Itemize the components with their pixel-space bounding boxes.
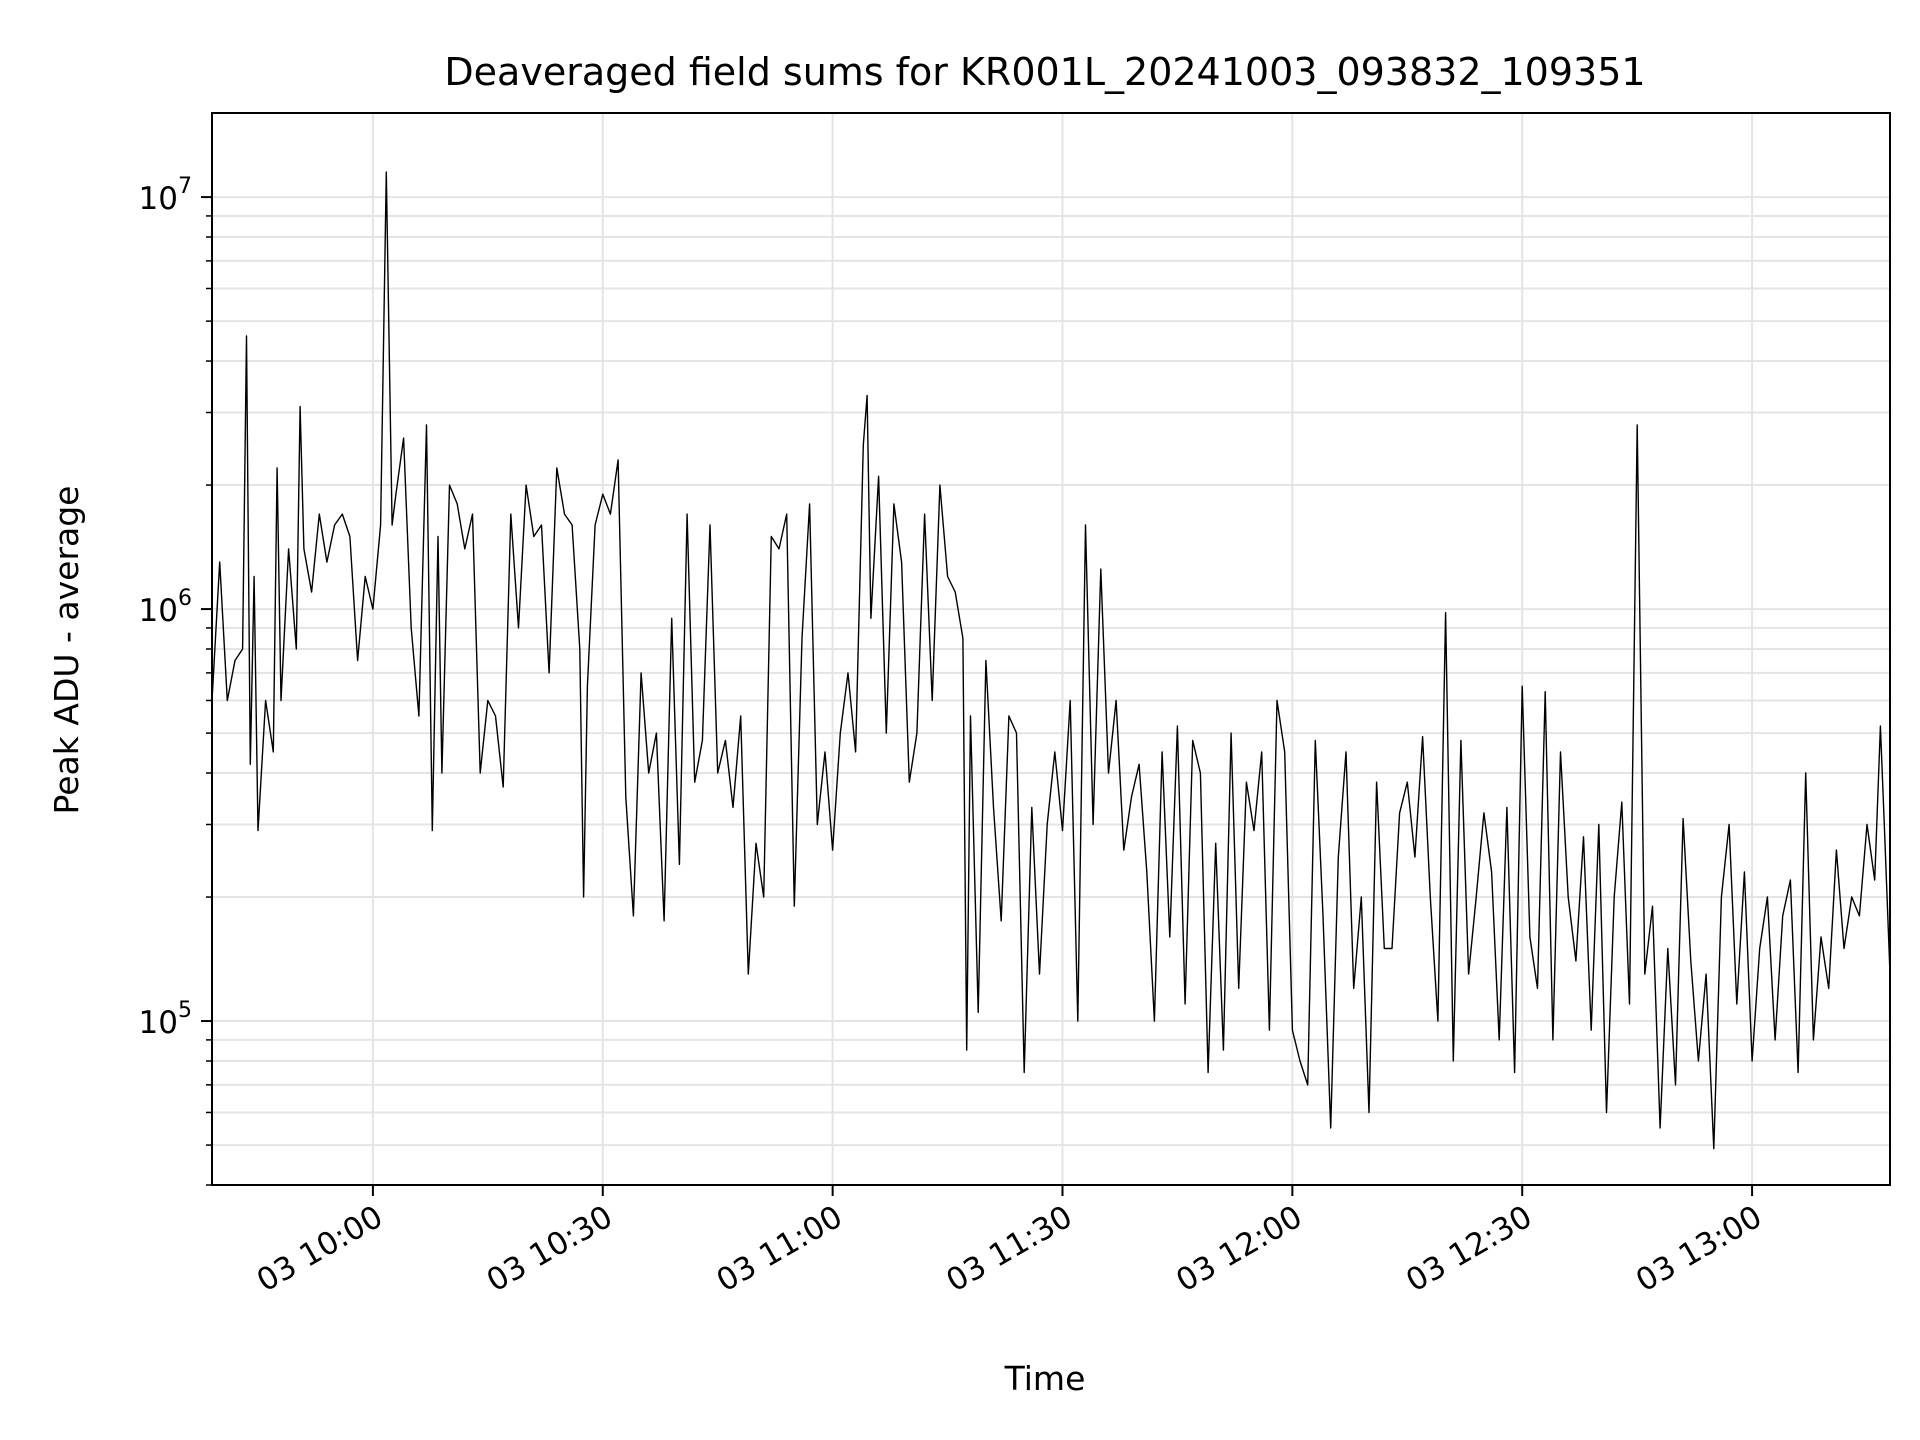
series-line [211, 171, 1891, 1150]
y-axis: 105 106 107 [139, 174, 212, 1186]
y-tick-label: 105 [139, 998, 192, 1041]
y-tick-label: 106 [139, 586, 192, 629]
chart-title: Deaveraged field sums for KR001L_2024100… [444, 50, 1645, 94]
y-tick-label: 107 [139, 174, 192, 217]
series-polyline [211, 171, 1891, 1150]
x-axis-title: Time [1004, 1359, 1086, 1398]
y-axis-title: Peak ADU - average [47, 486, 86, 815]
grid [212, 113, 1890, 1186]
